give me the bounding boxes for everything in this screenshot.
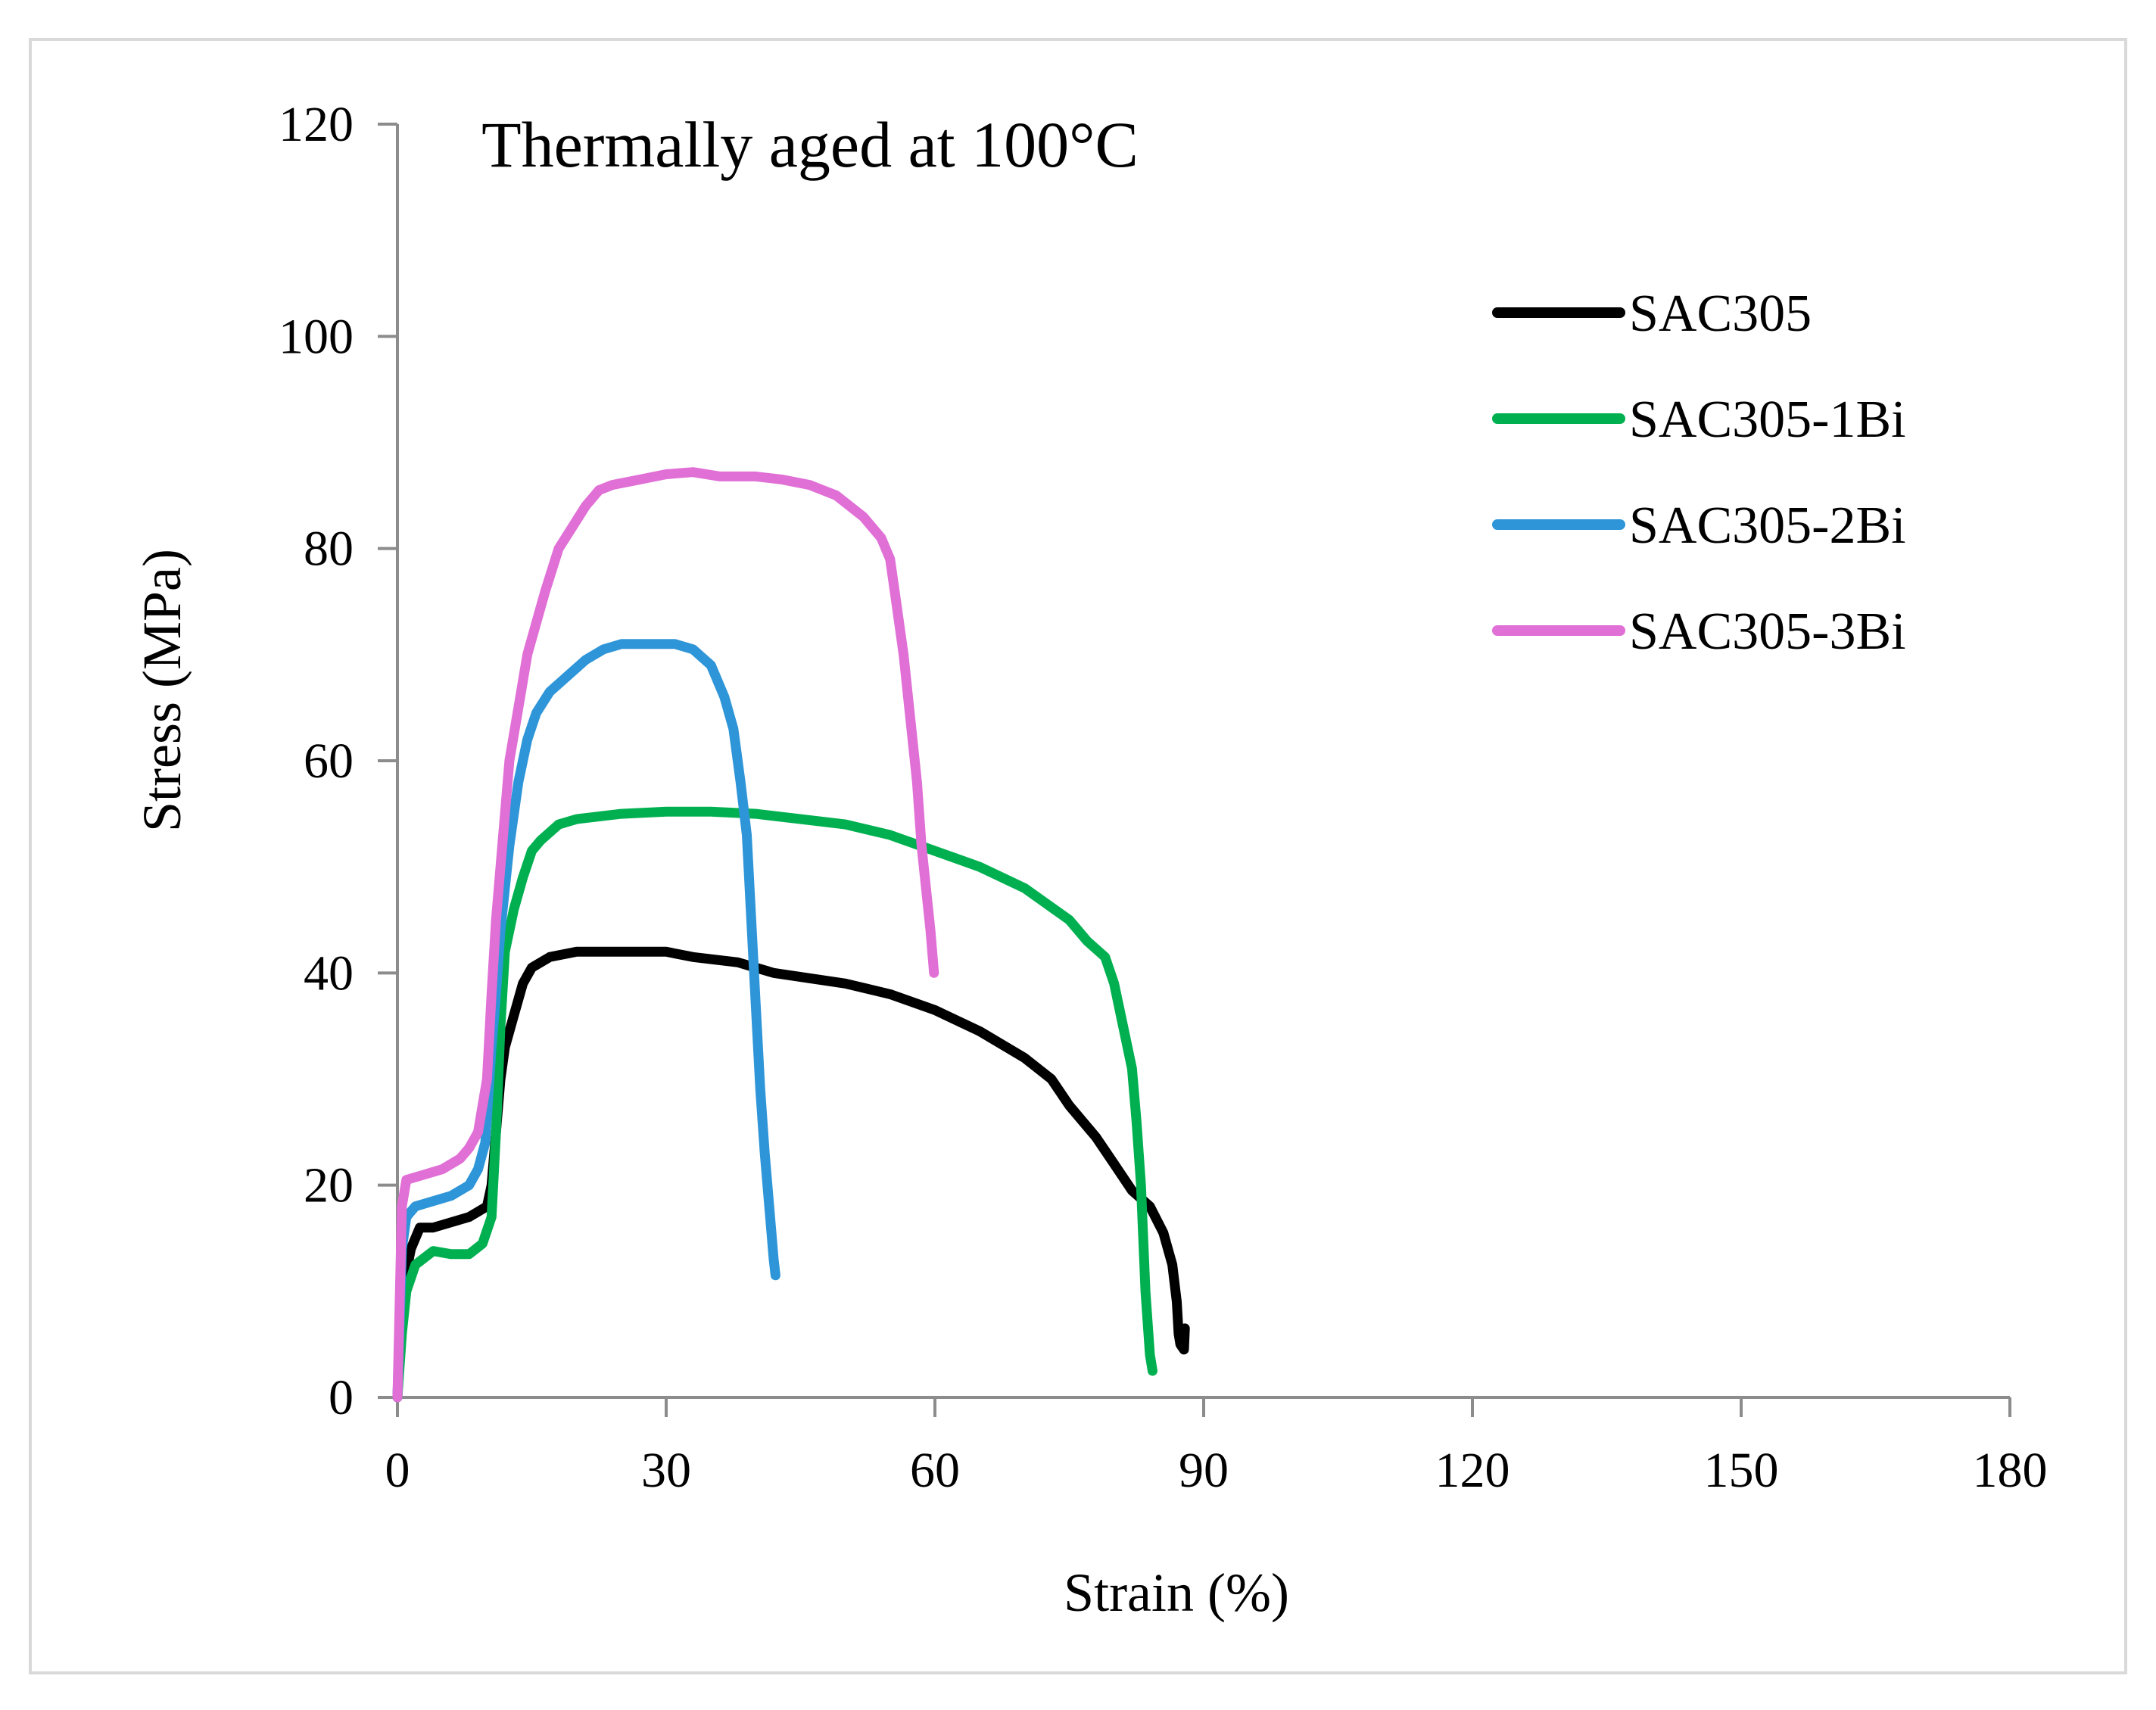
legend-label-sac305-2bi: SAC305-2Bi xyxy=(1629,497,1906,555)
series-layer xyxy=(392,467,1190,1403)
y-tick-label: 20 xyxy=(304,1158,354,1213)
legend-label-sac305-1bi: SAC305-1Bi xyxy=(1629,391,1906,449)
x-tick-label: 60 xyxy=(910,1443,960,1498)
x-tick-label: 120 xyxy=(1435,1443,1510,1498)
x-tick-label: 90 xyxy=(1179,1443,1229,1498)
legend: SAC305 SAC305-1Bi SAC305-2Bi SAC305-3Bi xyxy=(1492,285,1906,661)
chart-title: Thermally aged at 100°C xyxy=(481,108,1139,181)
axes: 0 30 60 90 120 150 180 0 20 40 60 80 100 120 xyxy=(279,97,2048,1498)
legend-label-sac305: SAC305 xyxy=(1629,285,1812,343)
series-line-sac305-1bi xyxy=(392,806,1157,1403)
chart-border xyxy=(29,38,2127,1674)
series-line-sac305-2bi xyxy=(392,639,780,1403)
y-axis-title: Stress (MPa) xyxy=(132,549,192,832)
series-line-sac305-3bi xyxy=(392,467,939,1403)
x-tick-label: 150 xyxy=(1704,1443,1779,1498)
series-line-sac305 xyxy=(392,946,1190,1403)
y-tick-label: 0 xyxy=(329,1370,354,1425)
y-tick-label: 120 xyxy=(279,97,354,152)
x-tick-label: 0 xyxy=(385,1443,410,1498)
legend-label-sac305-3bi: SAC305-3Bi xyxy=(1629,603,1906,661)
x-tick-label: 30 xyxy=(641,1443,691,1498)
y-tick-label: 80 xyxy=(304,522,354,577)
x-axis-title: Strain (%) xyxy=(1064,1562,1289,1623)
y-tick-label: 40 xyxy=(304,945,354,1001)
y-tick-label: 60 xyxy=(304,734,354,789)
x-tick-label: 180 xyxy=(1973,1443,2048,1498)
y-tick-label: 100 xyxy=(279,309,354,364)
